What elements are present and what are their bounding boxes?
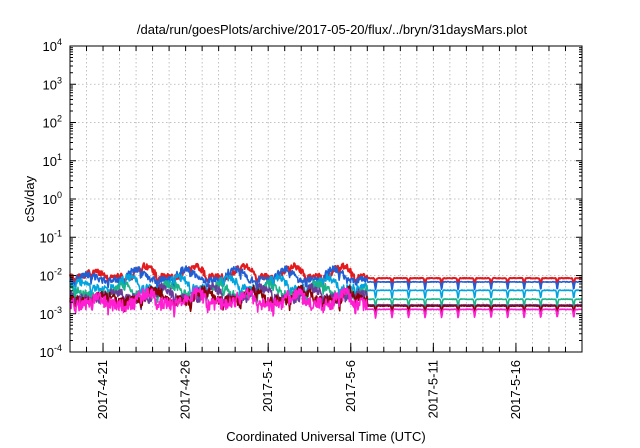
y-tick-label: 10-3	[40, 305, 62, 322]
y-tick-label: 10-2	[40, 267, 62, 284]
y-axis-label: cSv/day	[22, 175, 37, 222]
x-tick-label: 2017-5-6	[343, 360, 358, 412]
y-tick-exponent: 2	[57, 114, 62, 124]
y-tick-exponent: 3	[57, 75, 62, 85]
chart-title: /data/run/goesPlots/archive/2017-05-20/f…	[137, 22, 528, 37]
x-tick-label: 2017-4-21	[95, 360, 110, 419]
series-line	[69, 286, 583, 319]
x-tick-label: 2017-5-1	[260, 360, 275, 412]
y-tick-label: 100	[43, 190, 62, 207]
y-tick-label: 10-4	[40, 343, 62, 360]
x-tick-label: 2017-5-16	[508, 360, 523, 419]
grid	[70, 46, 582, 352]
x-axis: 2017-4-21 2017-4-26 2017-5-1 2017-5-6 2017-5…	[86, 46, 566, 419]
y-tick-exponent: -4	[54, 343, 62, 353]
series-line	[69, 265, 583, 291]
y-tick-exponent: -1	[54, 228, 62, 238]
y-tick-label: 104	[43, 37, 62, 54]
x-tick-label: 2017-4-26	[178, 360, 193, 419]
y-tick-exponent: 4	[57, 37, 62, 47]
y-tick-label: 101	[43, 152, 62, 169]
y-tick-exponent: -3	[54, 305, 62, 315]
y-tick-label: 10-1	[40, 228, 62, 245]
y-tick-exponent: -2	[54, 267, 62, 277]
x-tick-label: 2017-5-11	[425, 360, 440, 418]
y-tick-exponent: 1	[57, 152, 62, 162]
y-tick-label: 103	[43, 75, 62, 92]
x-axis-label: Coordinated Universal Time (UTC)	[226, 429, 425, 444]
series-group	[69, 262, 583, 319]
y-tick-label: 102	[43, 114, 62, 131]
y-tick-exponent: 0	[57, 190, 62, 200]
